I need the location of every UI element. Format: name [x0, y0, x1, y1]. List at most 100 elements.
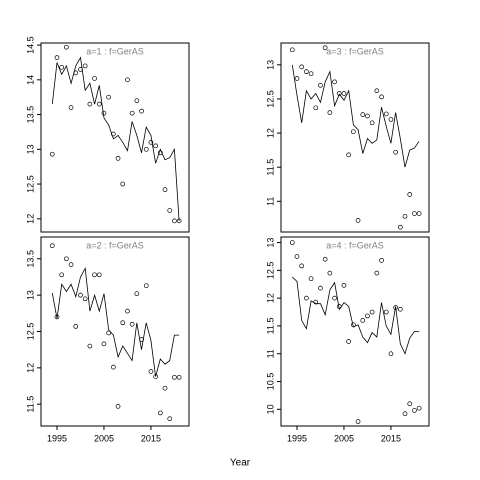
point — [59, 272, 65, 278]
point — [369, 120, 375, 126]
point — [115, 404, 121, 409]
point — [412, 211, 417, 216]
point — [393, 149, 398, 155]
point — [407, 401, 413, 407]
point — [96, 101, 102, 107]
point — [125, 77, 130, 83]
point — [68, 262, 74, 267]
point — [111, 131, 116, 137]
point — [82, 63, 88, 69]
y-tick-label: 10.5 — [265, 373, 275, 391]
point — [162, 385, 168, 391]
y-tick-label: 13 — [265, 60, 275, 70]
fit-line — [51, 266, 180, 377]
panel-frame — [40, 42, 190, 233]
fit-line — [292, 276, 420, 355]
point — [341, 283, 347, 288]
y-tick-label: 14.5 — [25, 36, 35, 54]
point — [129, 321, 135, 327]
panel-frame — [40, 236, 190, 427]
y-tick-label: 11 — [265, 197, 275, 206]
y-tick-label: 13 — [25, 144, 35, 154]
x-axis-label: Year — [230, 458, 251, 469]
point — [167, 416, 173, 422]
point — [360, 112, 366, 117]
y-tick-label: 14 — [25, 75, 35, 85]
y-tick-label: 12.5 — [265, 262, 275, 280]
point — [318, 82, 323, 88]
point — [78, 67, 83, 72]
x-tick-label: 1995 — [47, 433, 67, 443]
point — [299, 64, 305, 70]
y-tick-label: 12.5 — [25, 323, 35, 341]
point — [157, 150, 163, 156]
y-tick-label: 11 — [265, 349, 275, 358]
point — [351, 322, 356, 328]
point — [383, 111, 389, 117]
point — [402, 411, 408, 417]
point — [167, 208, 173, 213]
point — [54, 314, 60, 320]
point — [355, 218, 361, 223]
point — [111, 364, 116, 370]
point — [393, 305, 398, 310]
point — [412, 408, 417, 413]
point — [73, 70, 79, 76]
point — [332, 79, 337, 85]
point — [64, 256, 69, 262]
point — [304, 295, 309, 301]
panel-frame — [280, 236, 430, 427]
point — [143, 146, 149, 152]
point — [360, 318, 366, 323]
point — [153, 374, 158, 379]
point — [397, 224, 403, 230]
point — [54, 55, 60, 60]
point — [148, 369, 154, 374]
point — [365, 313, 370, 319]
y-tick-label: 12.5 — [265, 90, 275, 108]
point — [68, 105, 74, 110]
point — [365, 113, 370, 119]
strip-label: a=2 : f=GerAS — [86, 240, 144, 250]
point — [388, 117, 394, 122]
point — [327, 270, 333, 276]
point — [125, 308, 130, 314]
point — [402, 213, 408, 219]
point — [176, 218, 182, 224]
point — [322, 256, 328, 262]
point — [407, 192, 413, 197]
point — [336, 91, 342, 96]
point — [64, 44, 69, 50]
point — [308, 276, 314, 282]
strip-label: a=4 : f=GerAS — [326, 240, 384, 250]
y-tick-label: 11.5 — [265, 159, 275, 176]
x-tick-label: 2005 — [94, 433, 114, 443]
x-tick-label: 2005 — [334, 433, 354, 443]
y-tick-label: 11.5 — [25, 396, 35, 413]
fit-line — [291, 64, 420, 168]
point — [379, 257, 384, 263]
point — [172, 218, 177, 224]
point — [87, 101, 93, 107]
point — [369, 309, 375, 315]
point — [379, 94, 384, 100]
point — [383, 309, 389, 315]
point — [129, 110, 135, 116]
panel-frame — [280, 42, 430, 233]
point — [162, 187, 168, 192]
point — [397, 306, 403, 312]
point — [82, 296, 88, 302]
point — [289, 47, 295, 53]
point — [49, 243, 55, 249]
point — [416, 211, 422, 216]
point — [294, 76, 300, 81]
point — [355, 419, 361, 424]
point — [59, 64, 65, 70]
point — [374, 270, 380, 276]
point — [341, 91, 347, 96]
point — [157, 410, 163, 416]
point — [115, 155, 121, 161]
point — [313, 105, 319, 111]
point — [289, 240, 295, 245]
x-tick-label: 2015 — [141, 433, 161, 443]
